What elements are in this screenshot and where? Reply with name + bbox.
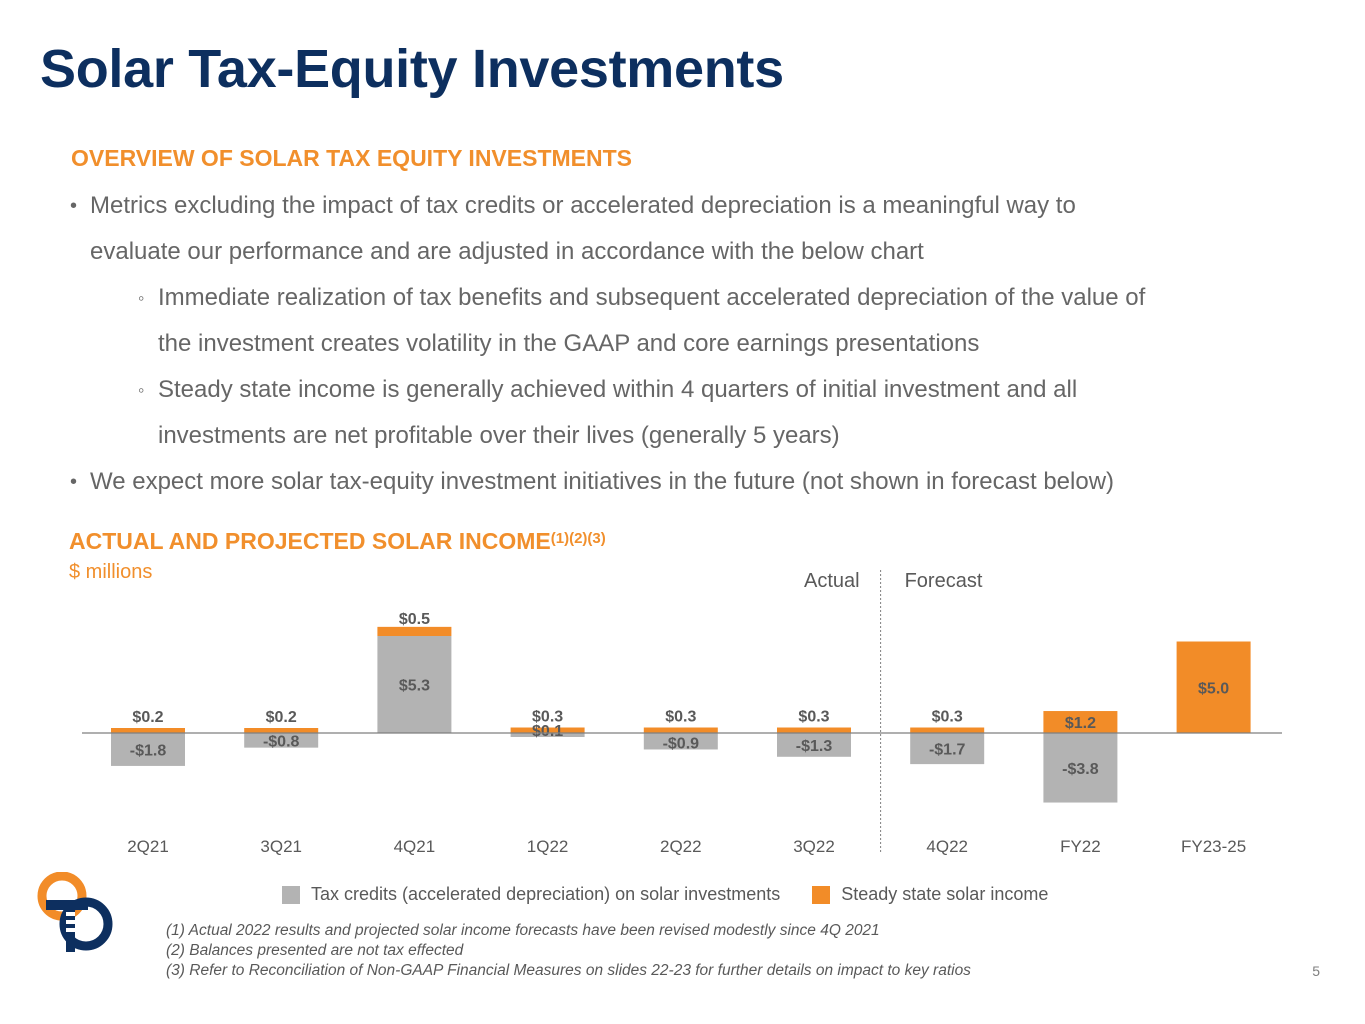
bar-tax-credits — [377, 636, 452, 733]
bullet-text: evaluate our performance and are adjuste… — [90, 238, 924, 265]
company-logo-icon — [36, 871, 120, 961]
data-label-steady-state: $0.2 — [266, 709, 297, 726]
bullet-text: We expect more solar tax-equity investme… — [90, 468, 1115, 495]
bar-steady-state — [377, 626, 452, 637]
data-label-steady-state: $0.3 — [532, 709, 563, 726]
chart-heading-text: ACTUAL AND PROJECTED SOLAR INCOME — [69, 528, 551, 554]
legend-label: Steady state solar income — [841, 884, 1049, 904]
bar-steady-state — [777, 727, 851, 733]
bar-steady-state — [510, 727, 585, 733]
sub-bullet-steady: ◦ Steady state income is generally achie… — [70, 367, 1300, 459]
x-axis-tick-label: 3Q22 — [793, 837, 835, 856]
footnote-3: (3) Refer to Reconciliation of Non-GAAP … — [166, 962, 971, 979]
bullet-metrics: • Metrics excluding the impact of tax cr… — [70, 183, 1300, 275]
data-label-tax-credits: -$0.9 — [663, 735, 700, 752]
data-label-steady-state: $0.2 — [132, 709, 163, 726]
data-label-steady-state: $1.2 — [1065, 715, 1096, 732]
data-label-tax-credits: -$3.8 — [1062, 761, 1099, 778]
sub-bullet-dot: ◦ — [138, 288, 145, 308]
footnote-2: (2) Balances presented are not tax effec… — [166, 942, 464, 959]
section-label-actual: Actual — [804, 570, 860, 592]
data-label-steady-state: $5.0 — [1198, 680, 1229, 697]
x-axis-tick-label: 2Q21 — [127, 837, 169, 856]
bar-steady-state — [244, 728, 319, 733]
chart-heading: ACTUAL AND PROJECTED SOLAR INCOME(1)(2)(… — [69, 528, 606, 555]
bar-steady-state — [1176, 641, 1251, 733]
sub-bullet-text: Immediate realization of tax benefits an… — [158, 284, 1146, 311]
x-axis-tick-label: 1Q22 — [527, 837, 569, 856]
sub-bullet-text: investments are net profitable over thei… — [158, 422, 840, 449]
bullet-text: Metrics excluding the impact of tax cred… — [90, 192, 1076, 219]
bar-tax-credits — [643, 733, 718, 750]
chart-legend: Tax credits (accelerated depreciation) o… — [282, 884, 1080, 905]
x-axis-tick-label: 4Q22 — [926, 837, 968, 856]
data-label-tax-credits: -$1.3 — [796, 738, 833, 755]
x-axis-tick-label: FY23-25 — [1181, 837, 1246, 856]
legend-swatch-gray — [282, 885, 300, 904]
bullet-dot: • — [70, 471, 78, 493]
x-axis-tick-label: FY22 — [1060, 837, 1101, 856]
chart-heading-footnote-refs: (1)(2)(3) — [550, 530, 606, 547]
x-axis-tick-label: 2Q22 — [660, 837, 702, 856]
data-label-steady-state: $0.5 — [399, 611, 430, 628]
bar-tax-credits — [244, 733, 319, 748]
bar-tax-credits — [510, 733, 585, 737]
data-label-tax-credits: $5.3 — [399, 678, 430, 695]
bar-steady-state — [1043, 711, 1118, 733]
chart-units: $ millions — [69, 561, 153, 583]
bar-tax-credits — [1043, 733, 1118, 803]
bar-tax-credits — [910, 733, 985, 765]
x-axis-tick-label: 4Q21 — [394, 837, 436, 856]
footnotes: (1) Actual 2022 results and projected so… — [166, 921, 971, 981]
bar-steady-state — [643, 727, 718, 733]
bar-steady-state — [111, 728, 185, 733]
overview-bullets: • Metrics excluding the impact of tax cr… — [70, 183, 1300, 505]
solar-income-chart: $0.2 -$1.8 2Q21 $0.2 -$0.8 3Q21 $5.3 $0.5 4Q21 $0… — [82, 570, 1282, 856]
footnote-1: (1) Actual 2022 results and projected so… — [166, 922, 880, 939]
sub-bullet-text: Steady state income is generally achieve… — [158, 376, 1078, 403]
data-label-steady-state: $0.3 — [932, 709, 963, 726]
data-label-steady-state: $0.3 — [798, 709, 829, 726]
legend-swatch-orange — [812, 885, 831, 904]
x-axis-tick-label: 3Q21 — [260, 837, 302, 856]
bullet-dot: • — [70, 195, 78, 217]
data-label-tax-credits: -$1.8 — [130, 742, 167, 759]
section-label-forecast: Forecast — [905, 570, 983, 592]
data-label-tax-credits: -$0.8 — [263, 734, 300, 751]
sub-bullet-dot: ◦ — [138, 380, 145, 400]
sub-bullet-immediate: ◦ Immediate realization of tax benefits … — [70, 275, 1300, 367]
bar-steady-state — [910, 727, 985, 733]
legend-item-steady-state: Steady state solar income — [812, 884, 1048, 905]
bar-tax-credits — [777, 733, 851, 757]
page-title: Solar Tax-Equity Investments — [40, 39, 784, 99]
sub-bullet-text: the investment creates volatility in the… — [158, 330, 980, 357]
overview-heading: OVERVIEW OF SOLAR TAX EQUITY INVESTMENTS — [71, 145, 633, 171]
data-label-steady-state: $0.3 — [665, 709, 696, 726]
legend-item-tax-credits: Tax credits (accelerated depreciation) o… — [282, 884, 780, 905]
data-label-tax-credits: -$1.7 — [929, 742, 966, 759]
legend-label: Tax credits (accelerated depreciation) o… — [311, 884, 781, 904]
page-number: 5 — [1312, 963, 1320, 979]
bullet-future: • We expect more solar tax-equity invest… — [70, 459, 1300, 505]
data-label-tax-credits: $0.1 — [532, 723, 563, 740]
bar-tax-credits — [111, 733, 185, 766]
